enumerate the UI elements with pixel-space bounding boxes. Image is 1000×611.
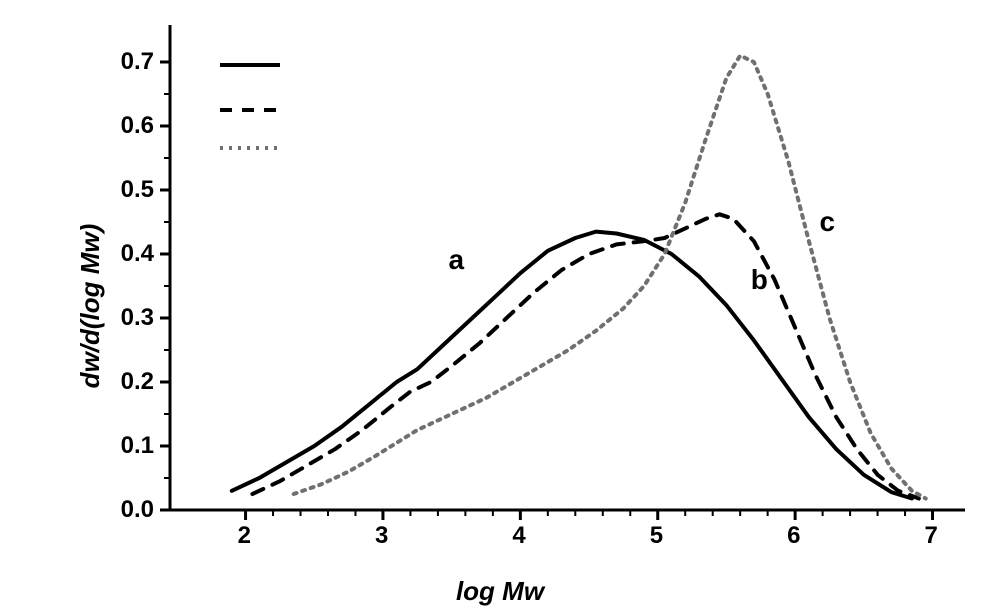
x-tick-label: 3: [375, 522, 388, 550]
y-tick-label: 0.4: [121, 240, 154, 268]
y-tick-label: 0.2: [121, 368, 154, 396]
series-c: [294, 56, 926, 499]
chart-container: dw/d(log Mw) log Mw 0.0 0.1 0.2 0.3 0.4 0.5 0.…: [0, 0, 1000, 611]
legend-swatch-a: [220, 61, 280, 69]
series-label-c: c: [819, 206, 835, 238]
x-tick-label: 7: [925, 522, 938, 550]
x-tick-label: 4: [512, 522, 525, 550]
y-tick-label: 0.3: [121, 304, 154, 332]
series-label-a: a: [449, 244, 465, 276]
plot-area: [150, 20, 970, 550]
chart-svg: [150, 20, 970, 550]
x-tick-label: 5: [650, 522, 663, 550]
series-label-b: b: [751, 264, 768, 296]
y-tick-label: 0.7: [121, 48, 154, 76]
legend-swatch-b: [220, 106, 280, 114]
legend-swatch-c: [220, 144, 280, 152]
series-b: [252, 214, 918, 498]
x-tick-label: 2: [238, 522, 251, 550]
y-tick-label: 0.6: [121, 112, 154, 140]
y-tick-label: 0.1: [121, 432, 154, 460]
y-tick-label: 0.0: [121, 496, 154, 524]
x-axis-label: log Mw: [0, 576, 1000, 607]
x-tick-label: 6: [787, 522, 800, 550]
y-tick-label: 0.5: [121, 176, 154, 204]
y-axis-label: dw/d(log Mw): [75, 223, 106, 388]
